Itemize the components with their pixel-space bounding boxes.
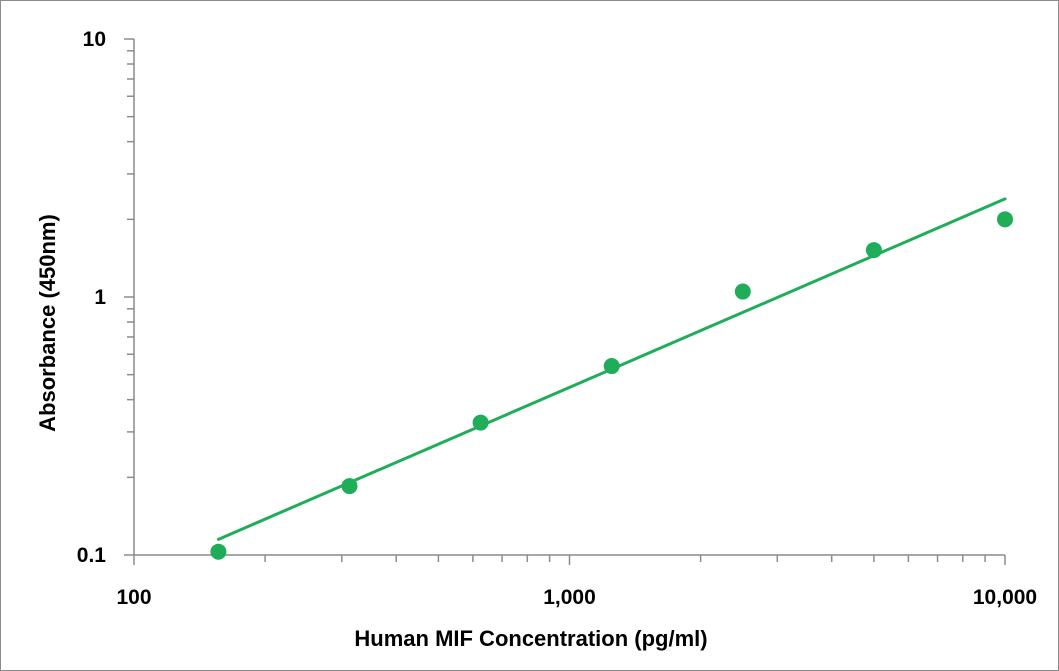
x-tick-label: 10,000 [973, 586, 1037, 609]
y-tick-label: 1 [94, 286, 106, 309]
data-point [210, 543, 227, 560]
x-tick-label: 100 [116, 586, 151, 609]
y-tick-label: 10 [83, 28, 106, 51]
data-points [210, 211, 1013, 560]
x-axis-title: Human MIF Concentration (pg/ml) [354, 626, 707, 651]
data-point [997, 211, 1013, 228]
y-axis-title: Absorbance (450nm) [35, 214, 60, 432]
x-tick-label: 1,000 [543, 586, 596, 609]
tick-labels: 100 1,000 10,000 0.1 1 10 [77, 28, 1037, 609]
data-point [734, 283, 751, 300]
data-point [865, 242, 882, 259]
data-point [341, 478, 358, 495]
data-point [472, 414, 489, 431]
data-point [603, 358, 620, 375]
axes [124, 38, 1006, 565]
y-tick-label: 0.1 [77, 544, 107, 567]
